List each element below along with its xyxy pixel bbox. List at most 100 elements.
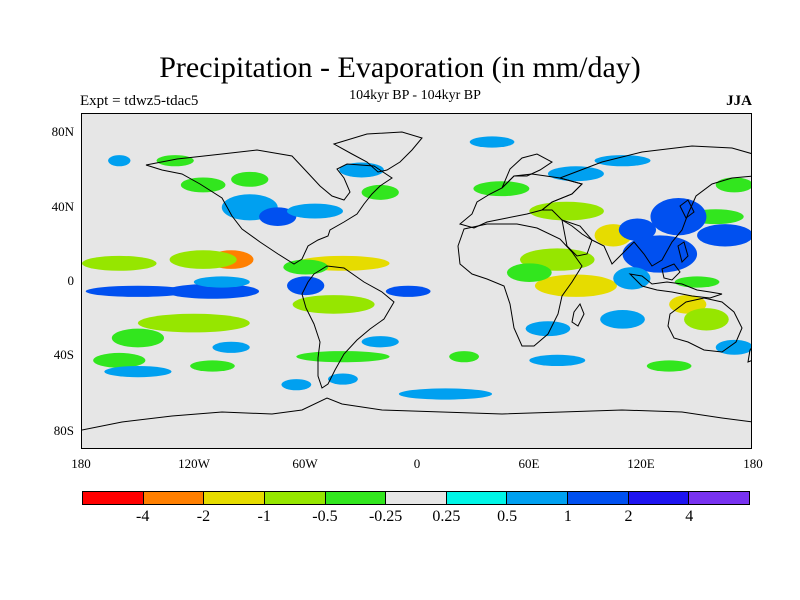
- anomaly-region: [613, 267, 651, 290]
- colorbar-swatch: [325, 492, 387, 504]
- colorbar-label: 1: [563, 508, 572, 525]
- anomaly-region: [328, 373, 358, 385]
- anomaly-region: [361, 336, 399, 348]
- anomaly-region: [650, 198, 707, 236]
- coastlines: [82, 131, 751, 431]
- colorbar-swatch: [689, 492, 750, 504]
- anomaly-region: [600, 310, 645, 329]
- map-title: Precipitation - Evaporation (in mm/day): [159, 51, 641, 84]
- anomaly-region: [529, 201, 604, 221]
- colorbar-swatch: [386, 492, 447, 504]
- anomaly-region: [594, 155, 651, 167]
- map-plot-area: [81, 113, 752, 449]
- coastline-north-america: [145, 149, 393, 265]
- anomaly-region: [506, 263, 552, 282]
- x-tick-label: 120E: [627, 456, 655, 471]
- map-canvas: [82, 114, 751, 448]
- colorbar-label: -2: [196, 508, 211, 525]
- coastline-asia: [540, 145, 751, 267]
- colorbar-swatch: [568, 492, 629, 504]
- anomaly-region: [212, 341, 250, 353]
- season-label: JJA: [726, 93, 752, 109]
- map-subtitle: 104kyr BP - 104kyr BP: [349, 88, 481, 103]
- y-tick-label: 40N: [51, 199, 74, 214]
- x-tick-label: 60E: [518, 456, 540, 471]
- experiment-label: Expt = tdwz5-tdac5: [80, 93, 199, 109]
- anomaly-region: [137, 313, 250, 333]
- colorbar-label: 0.25: [432, 508, 461, 525]
- anomaly-region: [287, 203, 343, 219]
- anomaly-region: [231, 171, 269, 187]
- colorbar-swatch: [143, 492, 205, 504]
- anomaly-region: [111, 328, 165, 348]
- y-tick-label: 80N: [51, 124, 74, 139]
- anomaly-region: [82, 255, 157, 271]
- anomaly-region: [398, 388, 493, 400]
- anomaly-region: [534, 274, 617, 297]
- anomaly-region: [193, 276, 250, 288]
- colorbar-label: -0.5: [312, 508, 338, 525]
- coastline-south-america: [301, 265, 395, 389]
- coastline-philippines: [677, 241, 689, 263]
- anomaly-region: [547, 166, 604, 182]
- anomaly-region: [684, 308, 729, 331]
- anomaly-layer: [82, 136, 751, 400]
- anomaly-region: [190, 360, 235, 372]
- coastline-arabia: [561, 219, 593, 257]
- anomaly-region: [622, 235, 698, 273]
- anomaly-region: [93, 352, 146, 368]
- anomaly-region: [361, 184, 399, 200]
- anomaly-region: [697, 224, 751, 247]
- anomaly-region: [674, 276, 720, 288]
- coastline-antarctica: [82, 397, 751, 431]
- anomaly-region: [180, 177, 226, 193]
- x-tick-label: 120W: [178, 456, 210, 471]
- colorbar-swatch: [83, 492, 144, 504]
- coastline-madagascar: [571, 302, 585, 327]
- colorbar-label: -1: [257, 508, 271, 525]
- colorbar-swatch: [628, 492, 690, 504]
- anomaly-region: [281, 379, 312, 391]
- colorbar-swatch: [264, 492, 326, 504]
- anomaly-region: [449, 351, 480, 363]
- anomaly-region: [525, 321, 571, 337]
- anomaly-region: [715, 339, 751, 355]
- y-tick-label: 40S: [53, 347, 74, 362]
- x-tick-label: 60W: [292, 456, 318, 471]
- anomaly-region: [104, 366, 172, 378]
- coastline-japan: [679, 199, 695, 219]
- anomaly-region: [156, 155, 194, 167]
- coastline-borneo: [661, 263, 681, 281]
- colorbar-label: 2: [624, 508, 633, 525]
- anomaly-region: [259, 207, 297, 226]
- x-tick-label: 0: [413, 456, 421, 471]
- colorbar-label: -0.25: [368, 508, 403, 525]
- anomaly-region: [715, 177, 751, 193]
- colorbar-swatch: [446, 492, 508, 504]
- anomaly-region: [385, 285, 431, 297]
- colorbar-swatch: [204, 492, 265, 504]
- colorbar-label: 0.5: [497, 508, 518, 525]
- anomaly-region: [469, 136, 515, 148]
- coastline-new-zealand: [747, 347, 751, 363]
- anomaly-region: [646, 360, 692, 372]
- coastline-australia: [667, 297, 743, 353]
- colorbar-label: -4: [136, 508, 150, 525]
- anomaly-region: [292, 295, 375, 314]
- anomaly-region: [529, 354, 586, 366]
- anomaly-region: [165, 283, 260, 299]
- colorbar-label: 4: [685, 508, 694, 525]
- y-tick-label: 80S: [53, 423, 74, 438]
- coastline-greenland: [332, 131, 423, 173]
- anomaly-region: [85, 285, 191, 297]
- x-tick-label: 180: [743, 456, 763, 471]
- colorbar-swatch: [507, 492, 569, 504]
- anomaly-region: [618, 218, 657, 241]
- y-tick-label: 0: [67, 273, 75, 288]
- colorbar: [82, 491, 750, 505]
- anomaly-region: [108, 155, 131, 167]
- x-tick-label: 180: [71, 456, 91, 471]
- anomaly-region: [169, 250, 237, 269]
- coastline-africa: [457, 223, 583, 347]
- coastline-indonesia: [628, 273, 723, 299]
